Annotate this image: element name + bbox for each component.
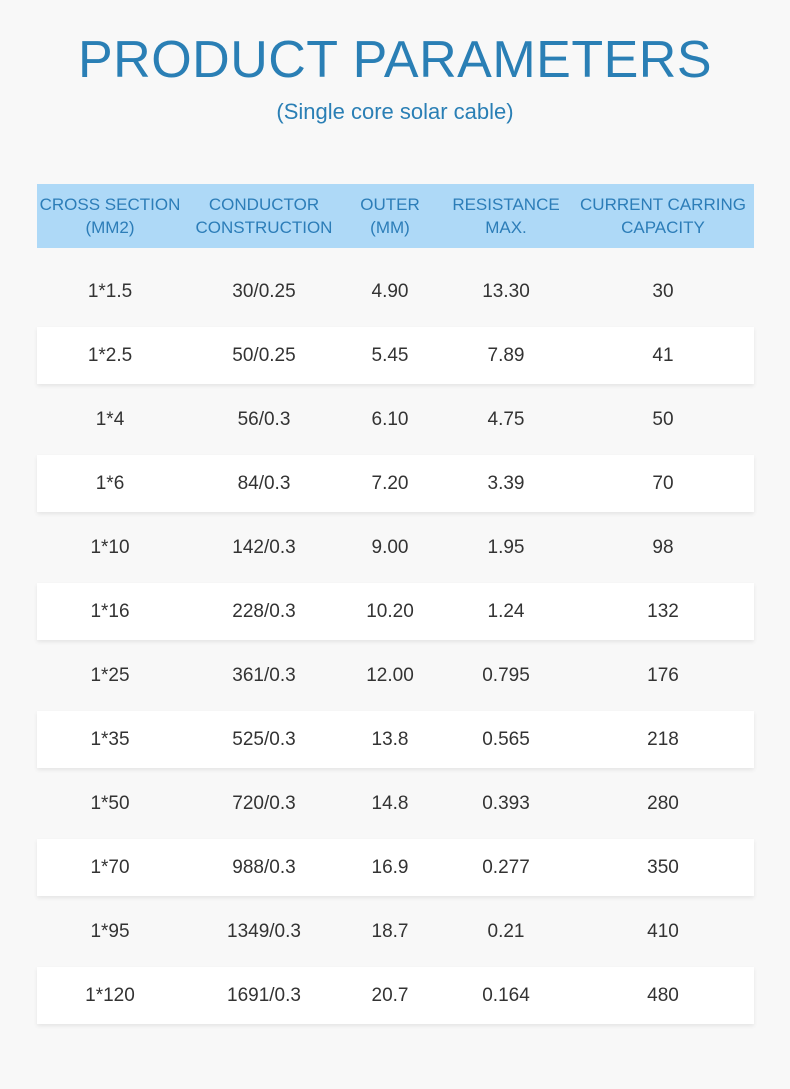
header-cross-section: CROSS SECTION (MM2) xyxy=(39,195,181,237)
cell-outer: 7.20 xyxy=(371,472,409,494)
cell-current-capacity: 350 xyxy=(647,856,679,878)
table-row: 1*35 525/0.3 13.8 0.565 218 xyxy=(37,711,754,768)
cell-conductor-construction: 142/0.3 xyxy=(232,536,296,558)
cell-resistance: 0.565 xyxy=(482,728,530,750)
cell-conductor-construction: 525/0.3 xyxy=(232,728,296,750)
cell-current-capacity: 50 xyxy=(652,408,674,430)
header-resistance: RESISTANCE MAX. xyxy=(452,195,560,237)
table-row: 1*10 142/0.3 9.00 1.95 98 xyxy=(37,519,754,576)
cell-current-capacity: 30 xyxy=(652,280,674,302)
page-subtitle: (Single core solar cable) xyxy=(276,99,514,124)
table-row: 1*50 720/0.3 14.8 0.393 280 xyxy=(37,775,754,832)
table-row: 1*120 1691/0.3 20.7 0.164 480 xyxy=(37,967,754,1024)
cell-outer: 4.90 xyxy=(371,280,409,302)
table-row: 1*25 361/0.3 12.00 0.795 176 xyxy=(37,647,754,704)
cell-current-capacity: 41 xyxy=(652,344,674,366)
cell-current-capacity: 132 xyxy=(647,600,679,622)
cell-conductor-construction: 1349/0.3 xyxy=(227,920,301,942)
cell-current-capacity: 98 xyxy=(652,536,674,558)
cell-conductor-construction: 1691/0.3 xyxy=(227,984,301,1006)
cell-cross-section: 1*35 xyxy=(90,728,130,750)
header-current-capacity: CURRENT CARRING CAPACITY xyxy=(580,195,746,237)
cell-outer: 9.00 xyxy=(371,536,409,558)
table-row: 1*16 228/0.3 10.20 1.24 132 xyxy=(37,583,754,640)
cell-resistance: 3.39 xyxy=(487,472,525,494)
cell-resistance: 0.277 xyxy=(482,856,530,878)
cell-resistance: 4.75 xyxy=(487,408,525,430)
cell-outer: 14.8 xyxy=(371,792,409,814)
cell-conductor-construction: 56/0.3 xyxy=(237,408,291,430)
cell-outer: 18.7 xyxy=(371,920,409,942)
cell-resistance: 0.393 xyxy=(482,792,530,814)
cell-resistance: 0.21 xyxy=(487,920,525,942)
cell-conductor-construction: 228/0.3 xyxy=(232,600,296,622)
cell-cross-section: 1*120 xyxy=(85,984,135,1006)
cell-resistance: 0.795 xyxy=(482,664,530,686)
table-body: 1*1.5 30/0.25 4.90 13.30 30 1*2.5 50/0.25 5.45 7… xyxy=(37,263,754,1024)
cell-cross-section: 1*95 xyxy=(90,920,130,942)
cell-outer: 6.10 xyxy=(371,408,409,430)
cell-resistance: 0.164 xyxy=(482,984,530,1006)
header-outer: OUTER (MM) xyxy=(360,195,420,237)
cell-outer: 12.00 xyxy=(366,664,414,686)
cell-current-capacity: 176 xyxy=(647,664,679,686)
cell-current-capacity: 218 xyxy=(647,728,679,750)
cell-current-capacity: 480 xyxy=(647,984,679,1006)
cell-outer: 16.9 xyxy=(371,856,409,878)
table-header-row: CROSS SECTION (MM2) CONDUCTOR CONSTRUCTI… xyxy=(37,184,754,248)
cell-outer: 20.7 xyxy=(371,984,409,1006)
cell-cross-section: 1*16 xyxy=(90,600,130,622)
cell-cross-section: 1*6 xyxy=(95,472,125,494)
parameters-table: CROSS SECTION (MM2) CONDUCTOR CONSTRUCTI… xyxy=(37,184,754,1024)
cell-current-capacity: 70 xyxy=(652,472,674,494)
cell-resistance: 1.24 xyxy=(487,600,525,622)
cell-conductor-construction: 361/0.3 xyxy=(232,664,296,686)
table-row: 1*70 988/0.3 16.9 0.277 350 xyxy=(37,839,754,896)
cell-cross-section: 1*70 xyxy=(90,856,130,878)
header-conductor-construction: CONDUCTOR CONSTRUCTION xyxy=(195,195,333,237)
cell-conductor-construction: 84/0.3 xyxy=(237,472,291,494)
cell-cross-section: 1*25 xyxy=(90,664,130,686)
cell-resistance: 13.30 xyxy=(482,280,530,302)
cell-outer: 5.45 xyxy=(371,344,409,366)
table-row: 1*95 1349/0.3 18.7 0.21 410 xyxy=(37,903,754,960)
cell-outer: 10.20 xyxy=(366,600,414,622)
cell-cross-section: 1*10 xyxy=(90,536,130,558)
cell-conductor-construction: 30/0.25 xyxy=(232,280,296,302)
cell-cross-section: 1*50 xyxy=(90,792,130,814)
cell-outer: 13.8 xyxy=(371,728,409,750)
page-title: PRODUCT PARAMETERS xyxy=(77,31,713,89)
cell-conductor-construction: 720/0.3 xyxy=(232,792,296,814)
cell-resistance: 7.89 xyxy=(487,344,525,366)
table-row: 1*1.5 30/0.25 4.90 13.30 30 xyxy=(37,263,754,320)
cell-conductor-construction: 988/0.3 xyxy=(232,856,296,878)
cell-cross-section: 1*4 xyxy=(95,408,125,430)
cell-current-capacity: 280 xyxy=(647,792,679,814)
cell-current-capacity: 410 xyxy=(647,920,679,942)
table-row: 1*6 84/0.3 7.20 3.39 70 xyxy=(37,455,754,512)
cell-cross-section: 1*1.5 xyxy=(87,280,133,302)
cell-resistance: 1.95 xyxy=(487,536,525,558)
table-row: 1*2.5 50/0.25 5.45 7.89 41 xyxy=(37,327,754,384)
table-row: 1*4 56/0.3 6.10 4.75 50 xyxy=(37,391,754,448)
cell-conductor-construction: 50/0.25 xyxy=(232,344,296,366)
cell-cross-section: 1*2.5 xyxy=(87,344,133,366)
